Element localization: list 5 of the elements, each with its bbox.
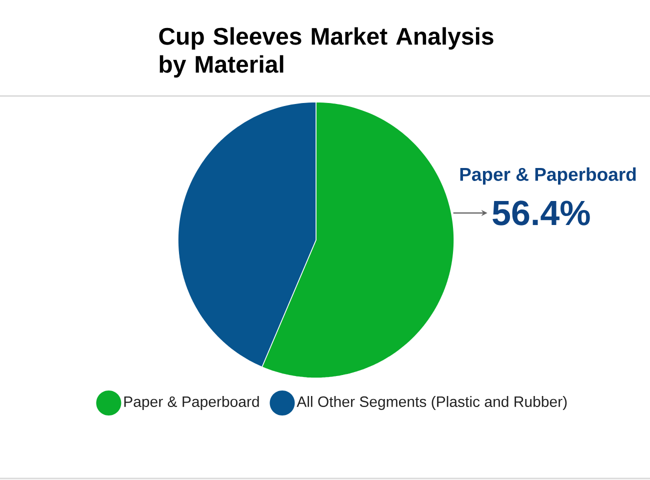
data-label: 56.4% — [492, 200, 590, 226]
legend-label: Paper & Paperboard — [124, 396, 259, 410]
text: Paper & Paperboard — [460, 167, 636, 185]
chart-title: Cup Sleeves Market Analysis by Material — [159, 27, 494, 78]
legend-label: All Other Segments (Plastic and Rubber) — [296, 396, 567, 410]
